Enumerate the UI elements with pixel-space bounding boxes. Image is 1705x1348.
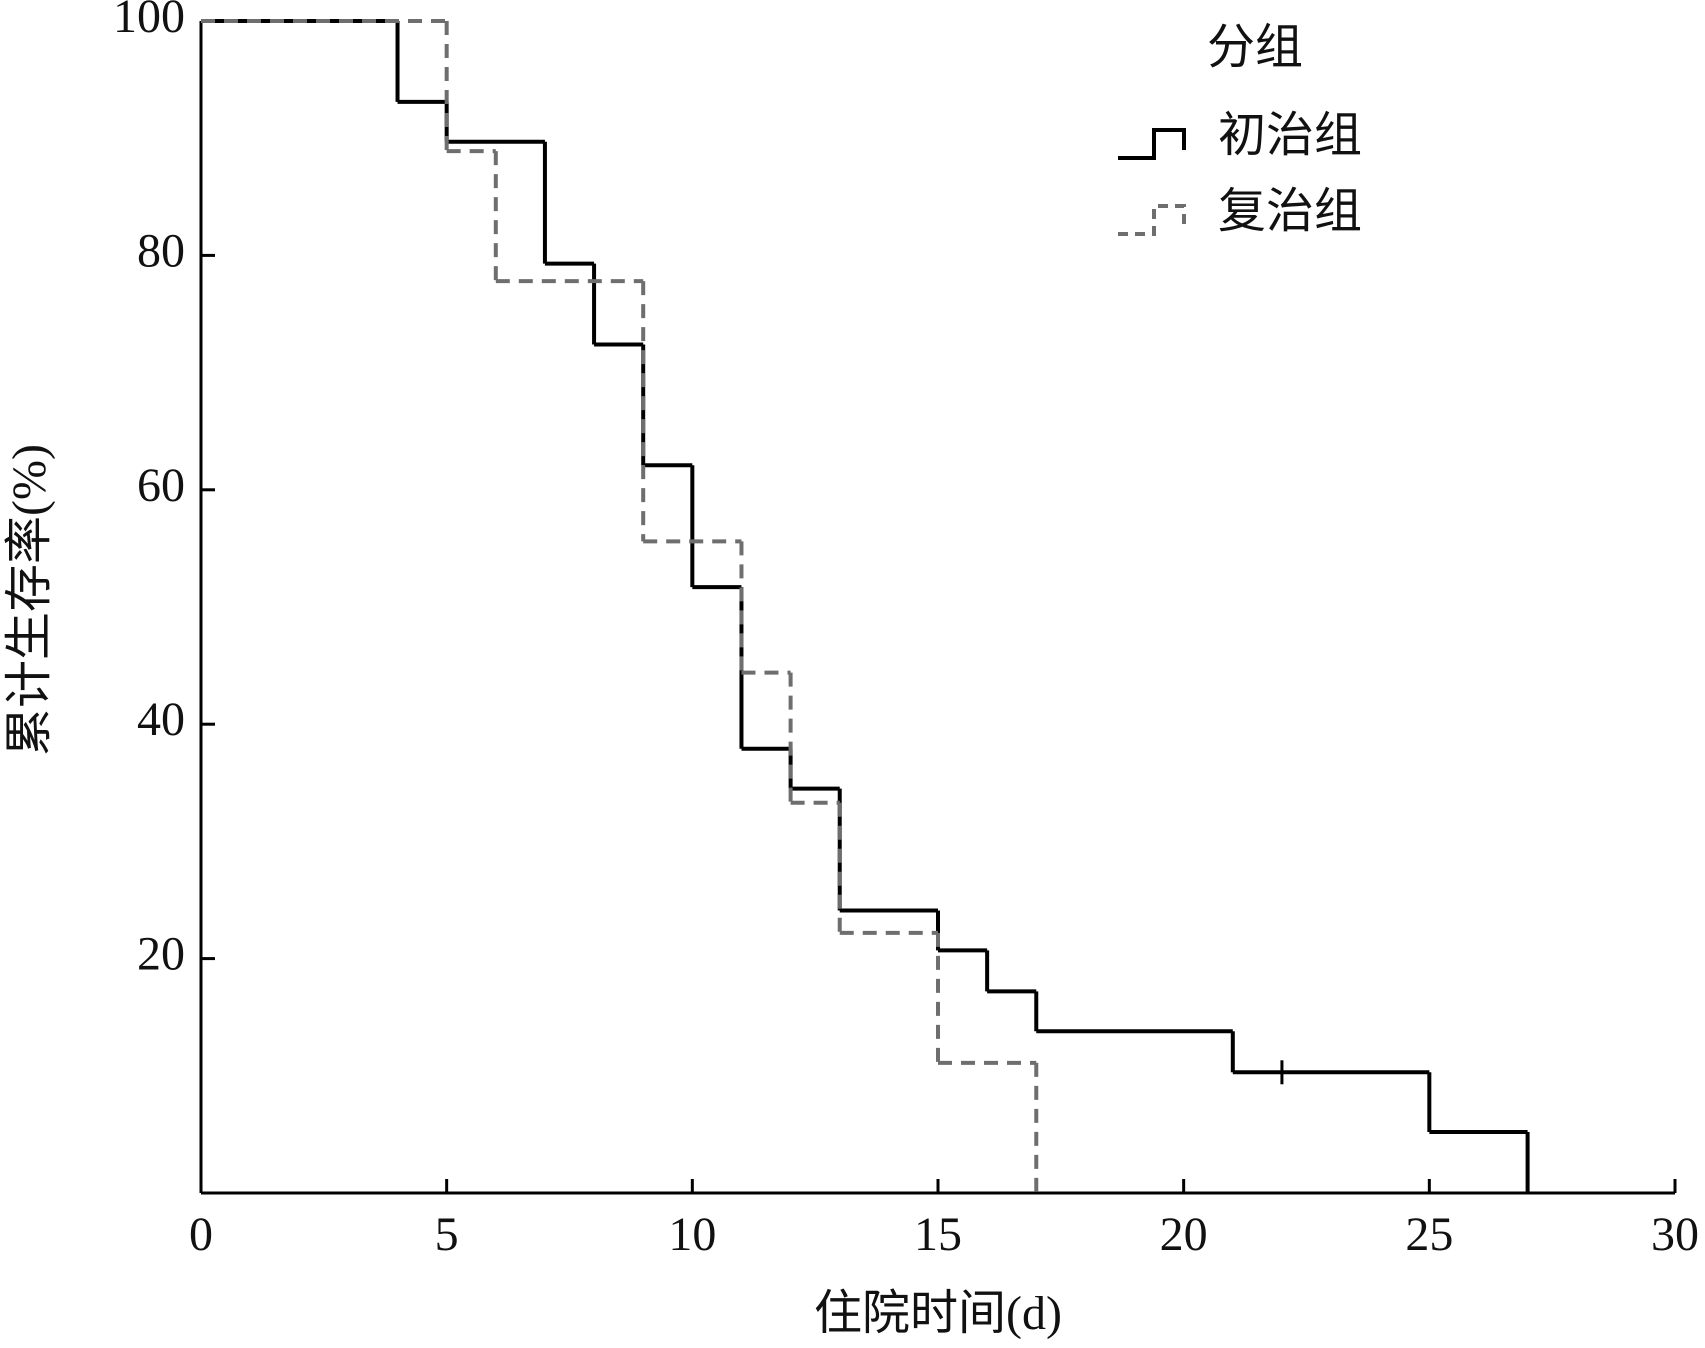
y-tick-label: 100 <box>113 0 185 43</box>
legend-label: 复治组 <box>1218 185 1362 238</box>
y-tick-label: 60 <box>137 459 185 512</box>
legend-label: 初治组 <box>1218 109 1362 162</box>
y-axis-label: 累计生存率(%) <box>3 444 56 756</box>
legend-swatch <box>1118 128 1186 160</box>
x-tick-label: 5 <box>435 1208 459 1261</box>
y-tick-label: 20 <box>137 928 185 981</box>
x-tick-label: 30 <box>1651 1208 1699 1261</box>
legend-swatch <box>1118 204 1186 236</box>
x-tick-label: 20 <box>1160 1208 1208 1261</box>
legend-title: 分组 <box>1207 21 1303 74</box>
x-axis-label: 住院时间(d) <box>814 1287 1062 1340</box>
x-tick-label: 25 <box>1405 1208 1453 1261</box>
x-tick-label: 10 <box>668 1208 716 1261</box>
x-tick-label: 0 <box>189 1208 213 1261</box>
x-tick-label: 15 <box>914 1208 962 1261</box>
y-tick-label: 80 <box>137 224 185 277</box>
y-tick-label: 40 <box>137 693 185 746</box>
